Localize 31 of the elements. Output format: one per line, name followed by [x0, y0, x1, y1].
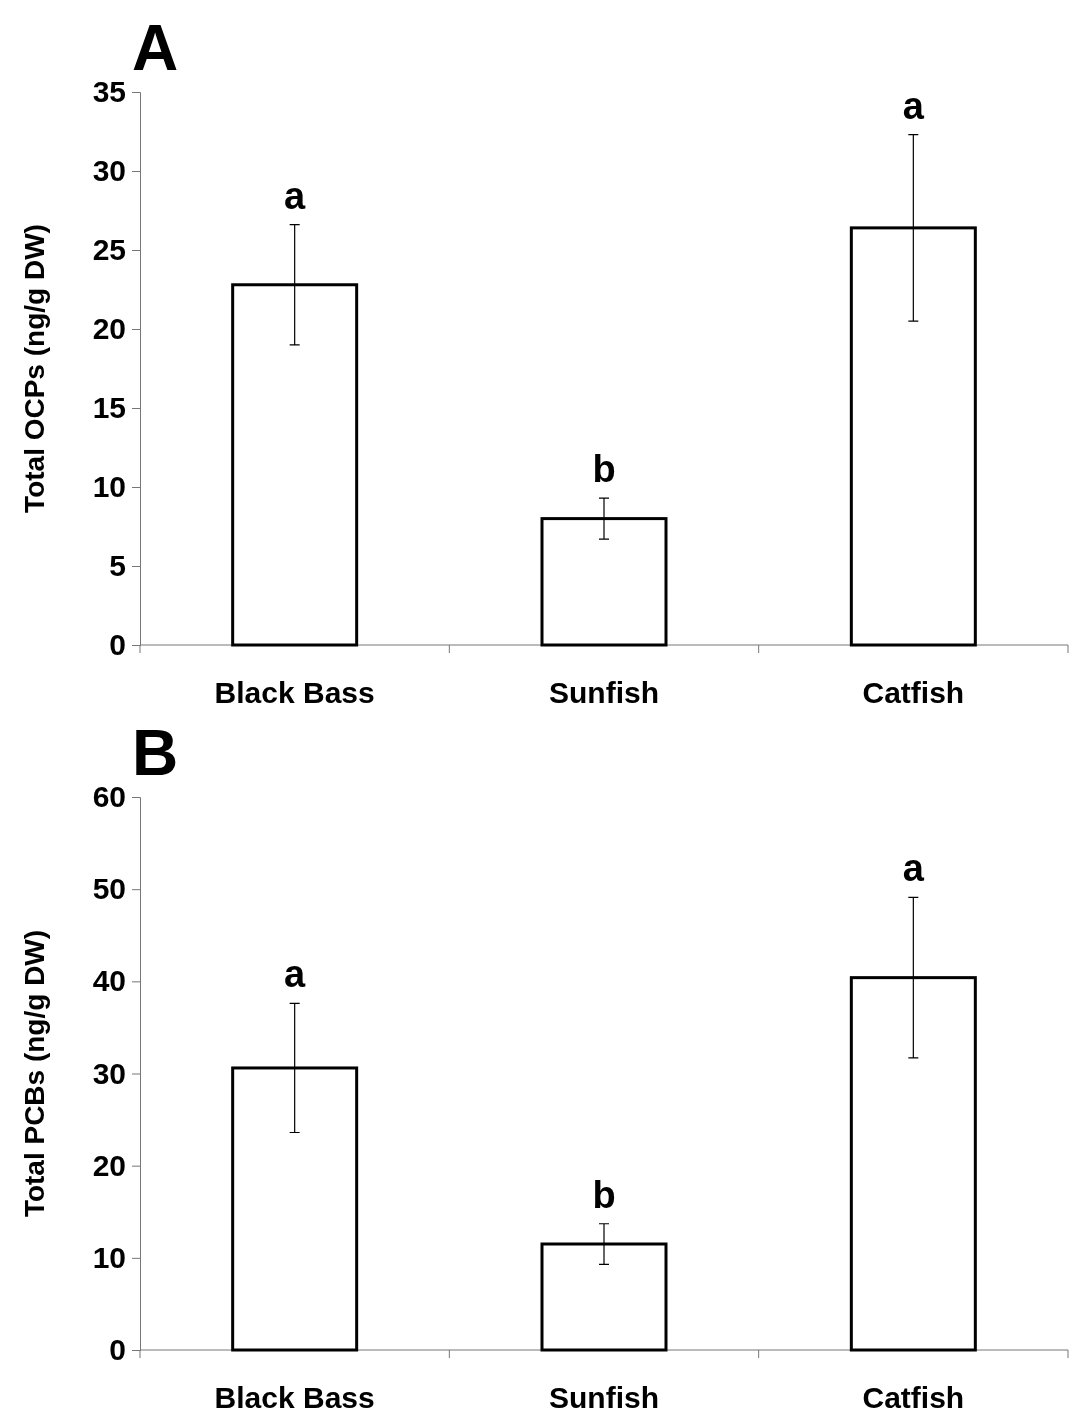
y-tick-label: 10 [92, 470, 126, 504]
y-tick-label: 40 [92, 964, 126, 998]
chart-title: B [132, 717, 179, 789]
y-tick-label: 30 [92, 154, 126, 188]
annotation: b [592, 448, 616, 491]
annotation: a [284, 953, 307, 996]
annotation: a [284, 174, 307, 217]
chart-title: A [132, 12, 179, 84]
annotation: a [902, 84, 925, 127]
y-tick-label: 50 [92, 872, 126, 906]
y-tick-label: 30 [92, 1056, 126, 1090]
x-tick-label: Sunfish [549, 1381, 659, 1411]
y-tick-label: 0 [109, 628, 126, 662]
y-tick-label: 0 [109, 1333, 126, 1367]
y-tick-label: 20 [92, 1148, 126, 1182]
y-tick-label: 25 [92, 233, 126, 267]
x-tick-label: Black Bass [214, 676, 375, 709]
y-tick-label: 15 [92, 391, 126, 425]
y-tick-label: 20 [92, 312, 126, 346]
x-tick-label: Sunfish [549, 676, 659, 709]
annotation: a [902, 847, 925, 890]
y-tick-label: 35 [92, 75, 126, 109]
y-tick-label: 60 [92, 780, 126, 814]
y-axis-title: Total PCBs (ng/g DW) [19, 929, 50, 1218]
y-tick-label: 5 [109, 549, 126, 583]
annotation: b [592, 1173, 616, 1216]
y-axis-title: Total OCPs (ng/g DW) [19, 224, 50, 513]
y-tick-label: 10 [92, 1240, 126, 1274]
x-tick-label: Catfish [862, 676, 965, 709]
x-tick-label: Black Bass [214, 1381, 375, 1411]
x-tick-label: Catfish [862, 1381, 965, 1411]
